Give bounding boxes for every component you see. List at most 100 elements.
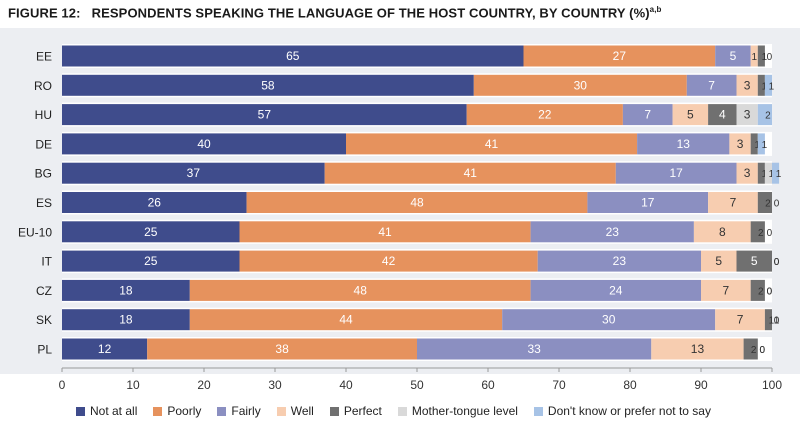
legend-label: Mother-tongue level — [411, 404, 518, 418]
data-label: 7 — [723, 283, 730, 297]
category-label: SK — [36, 313, 52, 327]
data-label: 26 — [148, 196, 162, 210]
bar-segment — [62, 133, 346, 155]
bar-segment — [473, 74, 687, 96]
bar-segment — [62, 74, 474, 96]
x-tick-label: 100 — [762, 378, 782, 392]
bar-segment — [693, 221, 751, 243]
bar-segment — [523, 45, 716, 67]
data-label: 3 — [744, 108, 751, 122]
data-label: 17 — [669, 166, 683, 180]
data-label: 1 — [774, 316, 780, 327]
bar-segment — [764, 74, 772, 96]
legend-item: Poorly — [153, 404, 201, 418]
legend-item: Mother-tongue level — [397, 404, 518, 418]
bar-segment — [502, 309, 716, 331]
x-tick-label: 40 — [339, 378, 353, 392]
data-label: 1 — [776, 169, 782, 180]
bar-segment — [62, 45, 524, 67]
bar-segment — [757, 74, 765, 96]
bar-segment — [622, 104, 673, 126]
legend-label: Well — [290, 404, 314, 418]
bar-segment — [757, 45, 765, 67]
legend-label: Fairly — [231, 404, 261, 418]
x-tick-label: 30 — [268, 378, 282, 392]
legend-swatch — [217, 406, 227, 416]
x-tick-label: 20 — [197, 378, 211, 392]
data-label: 0 — [774, 316, 780, 327]
data-label: 2 — [765, 199, 771, 210]
bar-segment — [530, 279, 701, 301]
data-label: 5 — [715, 254, 722, 268]
bar-segment — [750, 279, 765, 301]
data-label: 18 — [119, 283, 133, 297]
bar-segment — [736, 104, 758, 126]
bar-segment — [62, 104, 467, 126]
data-label: 0 — [760, 345, 766, 356]
data-label: 0 — [774, 257, 780, 268]
data-label: 24 — [609, 283, 623, 297]
bar-segment — [246, 192, 588, 213]
bar-segment — [715, 309, 765, 331]
x-tick-label: 0 — [59, 378, 66, 392]
data-label: 1 — [769, 316, 775, 327]
legend: Not at all Poorly Fairly Well Perfect Mother-… — [76, 404, 711, 418]
data-label: 48 — [410, 196, 424, 210]
bar-segment — [764, 309, 772, 331]
bar-segment — [708, 192, 758, 213]
data-label: 0 — [767, 286, 773, 297]
data-label: 1 — [751, 52, 757, 63]
data-label: 5 — [730, 49, 737, 63]
data-label: 7 — [737, 313, 744, 327]
data-label: 65 — [286, 49, 300, 63]
data-label: 12 — [98, 342, 112, 356]
legend-label: Perfect — [343, 404, 382, 418]
data-label: 3 — [744, 166, 751, 180]
bar-segment — [530, 221, 694, 243]
data-label: 1 — [762, 169, 768, 180]
data-label: 2 — [751, 345, 757, 356]
data-label: 1 — [769, 81, 775, 92]
bar-segment — [62, 309, 190, 331]
data-label: 40 — [197, 137, 211, 151]
bar-segment — [346, 133, 638, 155]
data-label: 37 — [187, 166, 201, 180]
bar-segment — [757, 162, 765, 184]
bar-segment — [62, 338, 148, 360]
bar-segment — [637, 133, 730, 155]
legend-item: Perfect — [329, 404, 382, 418]
data-label: 18 — [119, 313, 133, 327]
bar-segment — [537, 250, 701, 272]
bar-segment — [757, 192, 772, 213]
data-label: 7 — [730, 196, 737, 210]
data-label: 8 — [719, 225, 726, 239]
data-label: 38 — [275, 342, 289, 356]
legend-item: Don't know or prefer not to say — [533, 404, 711, 418]
bar-segment — [701, 250, 737, 272]
data-label: 13 — [691, 342, 705, 356]
data-label: 0 — [767, 52, 773, 63]
bar-segment — [239, 221, 531, 243]
data-label: 23 — [613, 254, 627, 268]
title-footnote-marks: a,b — [649, 5, 662, 14]
bar-segment — [672, 104, 709, 126]
data-label: 22 — [538, 108, 552, 122]
data-label: 33 — [527, 342, 541, 356]
bar-segment — [417, 338, 652, 360]
data-label: 3 — [737, 137, 744, 151]
category-label: IT — [41, 255, 52, 269]
category-label: ES — [36, 196, 52, 210]
x-tick-label: 50 — [410, 378, 424, 392]
data-label: 2 — [758, 228, 764, 239]
category-label: PL — [37, 343, 52, 357]
data-label: 27 — [613, 49, 627, 63]
data-label: 0 — [767, 286, 773, 297]
legend-swatch — [153, 406, 163, 416]
bar-segment — [62, 162, 325, 184]
data-label: 1 — [762, 81, 768, 92]
legend-label: Don't know or prefer not to say — [547, 404, 711, 418]
data-label: 1 — [769, 169, 775, 180]
data-label: 17 — [641, 196, 655, 210]
data-label: 48 — [354, 283, 368, 297]
